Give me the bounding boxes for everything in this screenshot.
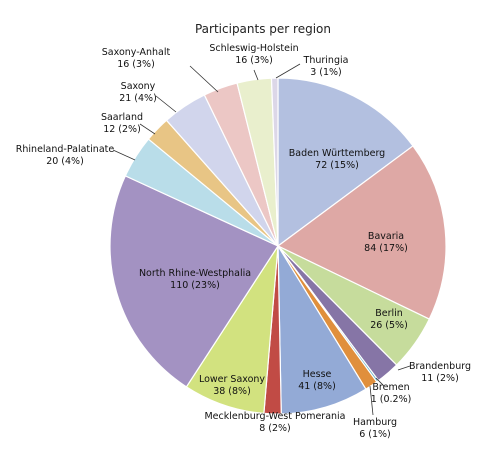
- slice-value: 110 (23%): [170, 280, 220, 291]
- slice-name: Baden Württemberg: [289, 148, 385, 159]
- slice-label-schleswig-holstein: Schleswig-Holstein 16 (3%): [209, 43, 298, 66]
- chart-title: Participants per region: [195, 22, 331, 36]
- slice-value: 20 (4%): [46, 156, 84, 167]
- leader-line-thuringia: [275, 63, 301, 79]
- slice-name: Bavaria: [368, 231, 404, 242]
- leader-line-bremen: [375, 377, 385, 387]
- slice-label-rhineland-palatinate: Rhineland-Palatinate 20 (4%): [16, 144, 115, 167]
- slice-label-brandenburg: Brandenburg 11 (2%): [409, 361, 471, 384]
- slice-value: 21 (4%): [119, 93, 157, 104]
- slice-label-hesse: Hesse 41 (8%): [298, 369, 336, 392]
- slice-value: 41 (8%): [298, 381, 336, 392]
- slice-name: Schleswig-Holstein: [209, 43, 298, 54]
- slice-value: 16 (3%): [235, 55, 273, 66]
- slice-thuringia: [270, 77, 279, 247]
- slice-labels: Baden Württemberg 72 (15%) Bavaria 84 (17%)…: [16, 43, 471, 440]
- slice-value: 72 (15%): [315, 160, 359, 171]
- leader-line-saarland: [139, 123, 156, 135]
- slice-value: 84 (17%): [364, 243, 408, 254]
- slice-label-lower-saxony: Lower Saxony 38 (8%): [199, 374, 265, 397]
- slice-name: North Rhine-Westphalia: [139, 268, 251, 279]
- leader-line-saxony-anhalt: [189, 65, 219, 93]
- slice-name: Brandenburg: [409, 361, 471, 372]
- slice-label-hamburg: Hamburg 6 (1%): [353, 417, 397, 440]
- slice-label-bremen: Bremen 1 (0.2%): [371, 382, 412, 405]
- slice-name: Saxony-Anhalt: [102, 47, 171, 58]
- leader-line-brandenburg: [397, 365, 411, 371]
- slice-name: Thuringia: [303, 55, 349, 66]
- slice-label-saxony: Saxony 21 (4%): [119, 81, 157, 104]
- leader-line-rhineland-palatinate: [112, 149, 136, 161]
- slice-name: Saxony: [121, 81, 156, 92]
- slice-label-saxony-anhalt: Saxony-Anhalt 16 (3%): [102, 47, 171, 70]
- slice-name: Hamburg: [353, 417, 397, 428]
- slice-bavaria: [276, 145, 447, 320]
- slice-value: 1 (0.2%): [371, 394, 412, 405]
- slice-north-rhine-westphalia: [109, 175, 279, 388]
- slice-value: 16 (3%): [117, 59, 155, 70]
- slice-baden-w-rttemberg: [277, 77, 414, 248]
- slice-value: 6 (1%): [359, 429, 391, 440]
- slice-name: Hesse: [303, 369, 332, 380]
- slice-label-baden-w-rttemberg: Baden Württemberg 72 (15%): [289, 148, 385, 171]
- slice-label-north-rhine-westphalia: North Rhine-Westphalia 110 (23%): [139, 268, 251, 291]
- slice-name: Bremen: [372, 382, 409, 393]
- slice-label-saarland: Saarland 12 (2%): [101, 112, 143, 135]
- leader-lines: [112, 63, 411, 416]
- slice-value: 12 (2%): [103, 124, 141, 135]
- slice-hesse: [277, 243, 367, 415]
- slice-label-bavaria: Bavaria 84 (17%): [364, 231, 408, 254]
- pie-slices: [109, 77, 447, 415]
- slice-label-thuringia: Thuringia 3 (1%): [303, 55, 349, 78]
- slice-name: Lower Saxony: [199, 374, 265, 385]
- slice-label-mecklenburg-west-pomerania: Mecklenburg-West Pomerania 8 (2%): [204, 411, 345, 434]
- slice-name: Saarland: [101, 112, 143, 123]
- slice-name: Rhineland-Palatinate: [16, 144, 115, 155]
- slice-value: 11 (2%): [421, 373, 459, 384]
- slice-name: Berlin: [375, 308, 403, 319]
- slice-value: 3 (1%): [310, 67, 342, 78]
- slice-value: 38 (8%): [213, 386, 251, 397]
- slice-value: 8 (2%): [259, 423, 291, 434]
- slice-label-berlin: Berlin 26 (5%): [370, 308, 408, 331]
- leader-line-hamburg: [369, 385, 374, 416]
- leader-line-schleswig-holstein: [253, 69, 259, 81]
- slice-name: Mecklenburg-West Pomerania: [204, 411, 345, 422]
- slice-value: 26 (5%): [370, 320, 408, 331]
- leader-line-saxony: [155, 95, 177, 113]
